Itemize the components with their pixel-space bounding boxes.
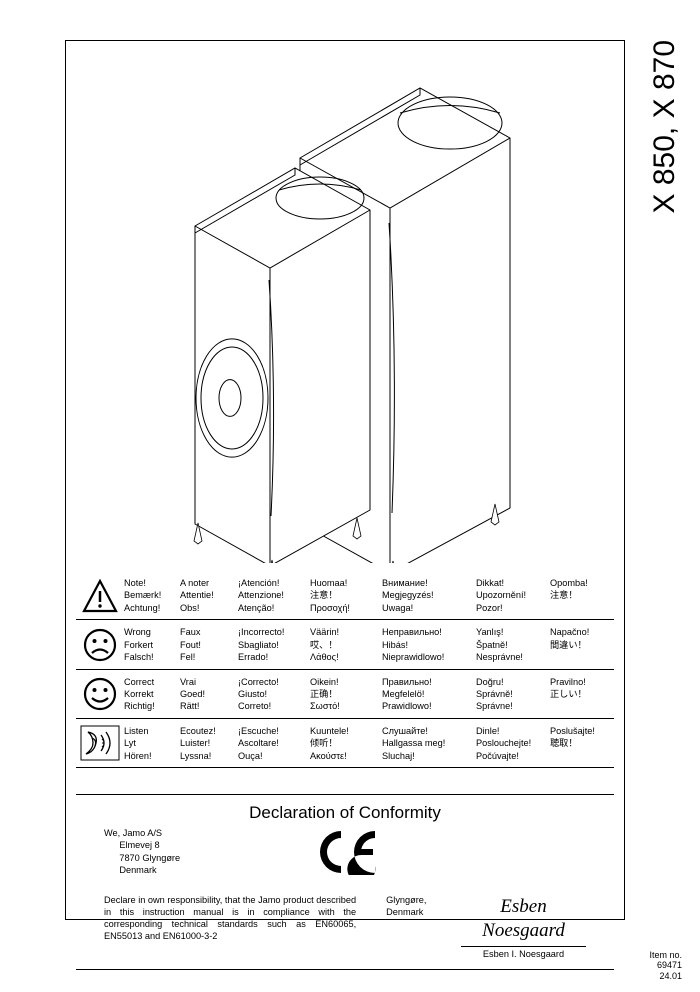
legend-languages: ListenLytHören!Ecoutez!Luister!Lyssna!¡E… — [124, 725, 615, 762]
legend-cell: WrongForkertFalsch! — [124, 626, 180, 663]
legend-table: Note!Bemærk!Achtung!A noterAttentie!Obs!… — [76, 571, 614, 768]
legend-cell: ListenLytHören! — [124, 725, 180, 762]
legend-cell: ¡Escuche!Ascoltare!Ouça! — [238, 725, 310, 762]
legend-cell: Poslušajte!聴取！ — [550, 725, 615, 762]
legend-cell: ¡Incorrecto!Sbagliato!Errado! — [238, 626, 310, 663]
legend-row: Note!Bemærk!Achtung!A noterAttentie!Obs!… — [76, 571, 614, 619]
legend-languages: Note!Bemærk!Achtung!A noterAttentie!Obs!… — [124, 577, 615, 614]
item-no-date: 24.01 — [659, 971, 682, 981]
legend-cell: Doğru!Správně!Správne! — [476, 676, 550, 713]
legend-cell: Yanlış!Špatně!Nesprávne! — [476, 626, 550, 663]
sad-face-icon — [76, 627, 124, 663]
company-name: We, Jamo A/S — [104, 828, 162, 838]
legend-cell: Note!Bemærk!Achtung! — [124, 577, 180, 614]
legend-cell: FauxFout!Fel! — [180, 626, 238, 663]
legend-cell: ¡Atención!Attenzione!Atenção! — [238, 577, 310, 614]
legend-cell: CorrectKorrektRichtig! — [124, 676, 180, 713]
legend-cell: Слушайте!Hallgassa meg!Sluchaj! — [382, 725, 476, 762]
declaration-title: Declaration of Conformity — [76, 803, 614, 823]
legend-cell: Неправильно!Hibás!Nieprawidlowo! — [382, 626, 476, 663]
legend-cell: Pravilno!正しい！ — [550, 676, 615, 713]
speaker-illustration — [155, 53, 535, 568]
legend-cell: Kuuntele!倾听！Ακούστε! — [310, 725, 382, 762]
ce-mark-icon — [311, 829, 379, 880]
addr-line2: 7870 Glyngøre — [119, 853, 180, 863]
signatory-name: Esben I. Noesgaard — [461, 946, 586, 961]
listen-icon — [76, 725, 124, 761]
legend-cell: VraiGoed!Rätt! — [180, 676, 238, 713]
legend-cell: Правильно!Megfelelö!Prawidlowo! — [382, 676, 476, 713]
legend-cell: Dikkat!Upozornění!Pozor! — [476, 577, 550, 614]
signature-block: Esben Noesgaard Esben I. Noesgaard — [461, 895, 586, 961]
item-no-label: Item no. — [649, 950, 682, 960]
declaration-of-conformity: Declaration of Conformity We, Jamo A/S E… — [76, 794, 614, 970]
legend-cell: Opomba!注意！ — [550, 577, 615, 614]
model-title: X 850, X 870 — [648, 40, 682, 213]
legend-cell: Väärin!哎、！Λάθος! — [310, 626, 382, 663]
legend-cell: Внимание!Megjegyzés!Uwaga! — [382, 577, 476, 614]
legend-cell: Napačno!間違い！ — [550, 626, 615, 663]
legend-row: WrongForkertFalsch!FauxFout!Fel!¡Incorre… — [76, 619, 614, 668]
declaration-place: Glyngøre, Denmark — [386, 895, 461, 961]
page-frame: Note!Bemærk!Achtung!A noterAttentie!Obs!… — [65, 40, 625, 920]
legend-cell: Oikein!正确！Σωστό! — [310, 676, 382, 713]
legend-languages: WrongForkertFalsch!FauxFout!Fel!¡Incorre… — [124, 626, 615, 663]
addr-line1: Elmevej 8 — [119, 840, 159, 850]
happy-face-icon — [76, 676, 124, 712]
legend-languages: CorrectKorrektRichtig!VraiGoed!Rätt!¡Cor… — [124, 676, 615, 713]
legend-cell: Dinle!Poslouchejte!Počúvajte! — [476, 725, 550, 762]
legend-row: ListenLytHören!Ecoutez!Luister!Lyssna!¡E… — [76, 718, 614, 768]
legend-cell: Ecoutez!Luister!Lyssna! — [180, 725, 238, 762]
addr-line3: Denmark — [119, 865, 156, 875]
signature-script: Esben Noesgaard — [461, 895, 586, 944]
item-no-value: 69471 — [657, 960, 682, 970]
legend-cell: A noterAttentie!Obs! — [180, 577, 238, 614]
legend-cell: ¡Correcto!Giusto!Correto! — [238, 676, 310, 713]
legend-row: CorrectKorrektRichtig!VraiGoed!Rätt!¡Cor… — [76, 669, 614, 718]
company-address: We, Jamo A/S Elmevej 8 7870 Glyngøre Den… — [76, 827, 276, 877]
declaration-text: Declare in own responsibility, that the … — [104, 895, 356, 961]
item-number-block: Item no. 69471 24.01 — [649, 950, 682, 982]
warning-icon — [76, 579, 124, 613]
legend-cell: Huomaa!注意！Προσοχή! — [310, 577, 382, 614]
